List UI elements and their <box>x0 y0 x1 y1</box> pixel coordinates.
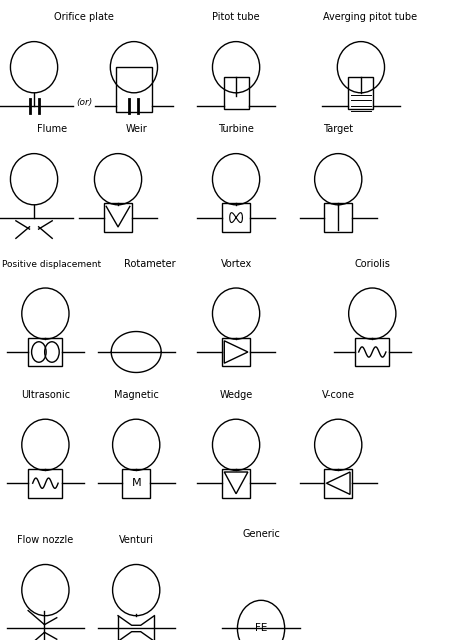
Bar <box>355 337 389 366</box>
Bar <box>104 203 132 232</box>
Bar <box>222 468 250 498</box>
Bar <box>122 468 150 498</box>
Text: Vortex: Vortex <box>221 259 252 269</box>
Text: Pitot tube: Pitot tube <box>212 12 260 22</box>
Text: Target: Target <box>323 124 353 134</box>
Text: Flow nozzle: Flow nozzle <box>17 535 74 545</box>
Bar <box>324 203 352 232</box>
Bar <box>324 468 352 498</box>
Bar <box>28 468 63 498</box>
Text: Flume: Flume <box>37 124 67 134</box>
Text: M: M <box>131 478 141 488</box>
Text: Coriolis: Coriolis <box>354 259 390 269</box>
Bar <box>28 337 63 366</box>
Text: (or): (or) <box>76 98 92 107</box>
Bar <box>349 77 374 109</box>
Text: Averging pitot tube: Averging pitot tube <box>323 12 417 22</box>
Text: Generic: Generic <box>242 529 280 539</box>
Text: V-cone: V-cone <box>322 390 355 400</box>
Text: Magnetic: Magnetic <box>114 390 158 400</box>
Bar <box>224 77 249 109</box>
Text: Ultrasonic: Ultrasonic <box>21 390 70 400</box>
Text: FE: FE <box>255 623 267 634</box>
Text: Rotameter: Rotameter <box>124 259 176 269</box>
Text: Venturi: Venturi <box>118 535 154 545</box>
Bar <box>116 67 152 112</box>
Text: Positive displacement: Positive displacement <box>2 260 101 269</box>
Bar <box>222 203 250 232</box>
Text: Wedge: Wedge <box>219 390 253 400</box>
Text: Orifice plate: Orifice plate <box>54 12 114 22</box>
Text: Turbine: Turbine <box>218 124 254 134</box>
Bar <box>222 337 250 366</box>
Text: Weir: Weir <box>125 124 147 134</box>
